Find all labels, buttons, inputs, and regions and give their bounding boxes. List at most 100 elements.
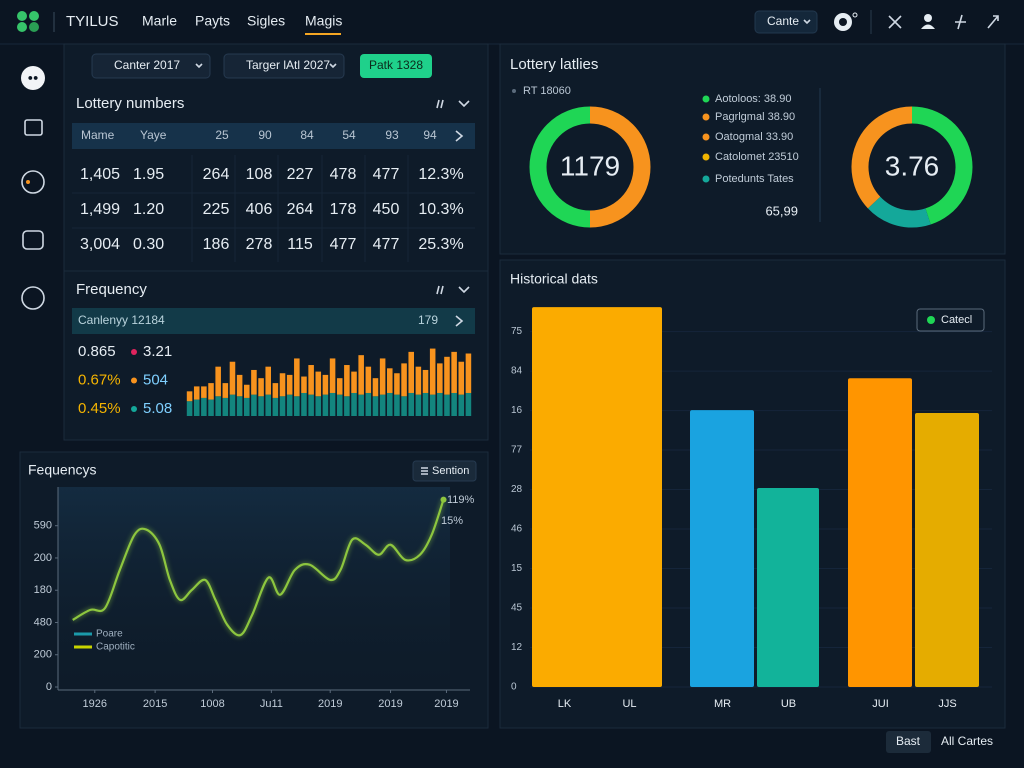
stacked-bar-segment: [294, 396, 300, 416]
filter-button[interactable]: [91, 53, 211, 79]
nav-item[interactable]: Sigles: [247, 13, 285, 29]
x-tick-label: 2015: [143, 698, 167, 710]
table-cell: 450: [373, 201, 400, 218]
stacked-bar-segment: [222, 383, 229, 398]
legend-label: Poare: [96, 629, 123, 640]
search-bar[interactable]: [72, 308, 475, 334]
stacked-bar-segment: [265, 394, 271, 416]
column-header: 90: [258, 128, 272, 142]
header-icons[interactable]: [834, 10, 999, 34]
legend-label[interactable]: Catecl: [941, 314, 972, 326]
bar: [532, 307, 662, 687]
table-cell: 477: [373, 166, 400, 183]
card-icons[interactable]: [436, 99, 470, 109]
legend-label: Catolomet 23510: [715, 151, 799, 163]
stat-value: 0.45%: [78, 400, 121, 417]
stacked-bar-segment: [208, 399, 214, 416]
filter-caret: [195, 63, 203, 69]
stat-value: 0.67%: [78, 371, 121, 388]
stat-value: 5.08: [143, 400, 172, 417]
stacked-bar-segment: [358, 394, 364, 416]
stacked-bar-segment: [387, 368, 393, 393]
card-title: Lottery numbers: [76, 95, 184, 112]
legend-label: Pagrlgmal 38.90: [715, 111, 795, 123]
column-header: 84: [300, 128, 314, 142]
x-tick-label: 2019: [378, 698, 402, 710]
donut-segment: [529, 106, 591, 228]
stacked-bar-segment: [236, 374, 243, 397]
filter-button[interactable]: [360, 54, 432, 78]
section-button-label[interactable]: Sention: [432, 465, 469, 477]
stacked-bar-segment: [451, 351, 457, 393]
stacked-bar-segment: [229, 394, 236, 416]
nav-item[interactable]: Marle: [142, 13, 177, 29]
bar: [915, 412, 979, 687]
stacked-bar-segment: [322, 394, 329, 416]
table-cell: 1.20: [133, 201, 164, 218]
arrow-icon[interactable]: [455, 315, 464, 327]
card-icons[interactable]: [436, 285, 470, 295]
y-tick-label: 180: [34, 584, 52, 596]
panel-title: Lottery latlies: [510, 56, 598, 73]
arrow-icon[interactable]: [455, 130, 464, 142]
x-tick-label: 2019: [434, 698, 458, 710]
section-button[interactable]: [412, 460, 477, 482]
x-tick-label: UL: [622, 698, 636, 710]
stacked-bar-segment: [372, 396, 379, 416]
filter-label[interactable]: Patk 1328: [369, 58, 423, 72]
bar: [848, 378, 912, 687]
stacked-bar-segment: [415, 394, 422, 416]
dropdown-label[interactable]: Cante: [767, 14, 799, 28]
footer-button-label[interactable]: All Cartes: [941, 734, 993, 748]
stacked-bar-segment: [422, 392, 429, 416]
stacked-bar-segment: [365, 392, 372, 416]
x-tick-label: Ju11: [260, 698, 283, 710]
logo[interactable]: [17, 11, 39, 32]
stacked-bar-segment: [258, 378, 264, 397]
donut-center-label: 3.76: [885, 150, 940, 181]
filter-label[interactable]: Targer lAtl 2027: [246, 58, 330, 72]
panel-title: Historical dats: [510, 271, 598, 287]
donut-segment: [867, 196, 931, 228]
table-cell: 0.30: [133, 236, 164, 253]
sidebar[interactable]: ●●: [21, 66, 45, 310]
y-tick-label: 200: [34, 649, 52, 661]
footer-button-label[interactable]: Bast: [896, 734, 921, 748]
stacked-bar-segment: [286, 394, 293, 416]
stacked-bar-segment: [193, 399, 200, 416]
stacked-bar-segment: [272, 383, 279, 398]
stacked-bar-segment: [351, 392, 357, 416]
stacked-bar-segment: [394, 394, 400, 416]
stacked-bar-segment: [422, 369, 429, 393]
stacked-bar-segment: [451, 392, 457, 416]
stacked-bar-segment: [186, 391, 193, 402]
stacked-bar-segment: [265, 366, 271, 395]
bar: [757, 487, 819, 687]
stacked-bar-segment: [437, 363, 443, 393]
stacked-bar-segment: [272, 397, 279, 416]
stacked-bar-segment: [458, 394, 465, 416]
nav-item[interactable]: Magis: [305, 13, 342, 29]
filter-label[interactable]: Canter 2017: [114, 58, 180, 72]
footer-button[interactable]: [886, 731, 931, 753]
stacked-bar-segment: [351, 371, 357, 393]
stacked-bar-segment: [301, 392, 307, 416]
stacked-bar-segment: [279, 373, 286, 397]
stacked-bar-segment: [329, 392, 336, 416]
stacked-bar-segment: [308, 394, 314, 416]
stacked-bar-segment: [215, 366, 221, 397]
legend-button[interactable]: [916, 308, 985, 332]
subtitle-dot: [512, 89, 516, 93]
filter-button[interactable]: [223, 53, 345, 79]
stat-value: 0.865: [78, 343, 116, 360]
stacked-bar-segment: [294, 358, 300, 397]
table-cell: 25.3%: [418, 236, 463, 253]
stacked-bar-segment: [344, 396, 350, 416]
table-cell: 1,499: [80, 201, 120, 218]
stat-value: 3.21: [143, 343, 172, 360]
line-end-marker: [440, 496, 447, 503]
dropdown[interactable]: [754, 10, 818, 34]
y-tick-label: 480: [34, 616, 52, 628]
nav-item[interactable]: Payts: [195, 13, 230, 29]
